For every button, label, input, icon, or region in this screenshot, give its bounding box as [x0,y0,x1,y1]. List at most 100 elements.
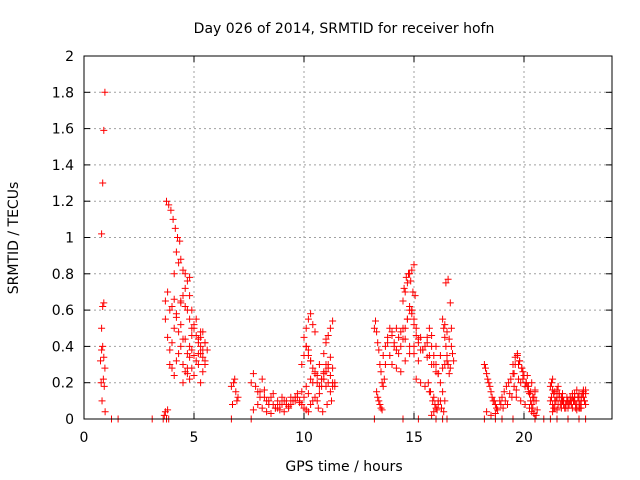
data-point [559,390,566,398]
data-points [97,88,590,423]
data-point [483,408,491,416]
data-point [554,400,562,408]
y-tick-label: 0.6 [52,303,74,319]
data-point [175,259,183,267]
data-point [190,371,198,379]
data-point [510,370,518,378]
data-point [440,408,448,416]
data-point [166,306,174,314]
data-point [482,364,489,372]
data-point [98,324,106,332]
data-point [441,333,449,341]
data-point [502,382,510,390]
data-point [381,342,389,350]
data-point [186,292,194,300]
data-point [186,315,194,323]
data-point [401,288,409,296]
data-point [326,353,334,361]
data-point [550,404,558,412]
data-point [399,324,407,332]
data-point [504,400,511,408]
data-point [190,321,198,329]
data-point [520,371,528,379]
data-point [442,279,450,287]
data-point [331,379,339,387]
data-point [417,379,425,387]
x-tick-label: 0 [80,430,89,446]
data-point [169,215,177,223]
data-point [101,408,109,416]
data-point [395,350,403,358]
data-point [267,410,275,418]
data-point [407,277,415,285]
data-point [414,335,422,343]
data-point [311,328,319,336]
chart-title: Day 026 of 2014, SRMTID for receiver hof… [194,21,495,37]
data-point [446,364,454,372]
data-point [401,357,409,365]
data-point [572,404,580,412]
y-tick-label: 1.4 [52,158,74,174]
data-point [522,379,530,387]
data-point [98,230,106,238]
data-point [192,332,200,340]
data-point [280,397,288,405]
data-point [177,342,185,350]
data-point [161,297,169,305]
data-point [179,266,187,274]
data-point [313,397,321,405]
data-point [428,332,436,340]
data-point [405,270,412,278]
data-point [506,390,514,398]
data-point [293,390,301,398]
data-point [300,393,308,401]
data-point [526,390,533,398]
data-point [557,393,565,401]
data-point [329,364,337,372]
data-point [302,382,310,390]
data-point [194,361,202,369]
data-point [528,400,536,408]
data-point [249,406,257,414]
data-point [252,382,260,390]
data-point [287,400,295,408]
data-point [289,397,297,405]
data-point [274,404,282,412]
data-point [376,400,384,408]
data-point [311,370,319,378]
data-point [550,390,558,398]
data-point [328,397,335,405]
data-point [412,324,420,332]
data-point [510,382,518,390]
data-point [163,197,170,205]
data-point [486,382,494,390]
data-point [373,388,381,396]
data-point [192,357,200,365]
data-point [412,375,420,383]
y-tick-label: 1.8 [52,85,74,101]
data-point [567,400,575,408]
data-point [258,404,266,412]
data-point [530,393,538,401]
data-point [179,379,187,387]
data-point [518,364,526,372]
data-point [373,328,381,336]
data-point [188,324,196,332]
data-point [329,317,337,325]
data-point [181,284,189,292]
data-point [192,315,200,323]
data-point [378,379,386,387]
data-point [307,375,315,383]
data-point [311,393,319,401]
data-point [100,126,108,134]
data-point [304,408,312,416]
data-point [483,370,491,378]
y-tick-label: 1 [65,231,74,247]
data-point [487,388,495,396]
data-point [378,406,386,414]
data-point [315,361,323,369]
data-point [319,408,327,416]
data-point [177,255,185,263]
data-point [446,299,454,307]
data-point [439,364,447,372]
